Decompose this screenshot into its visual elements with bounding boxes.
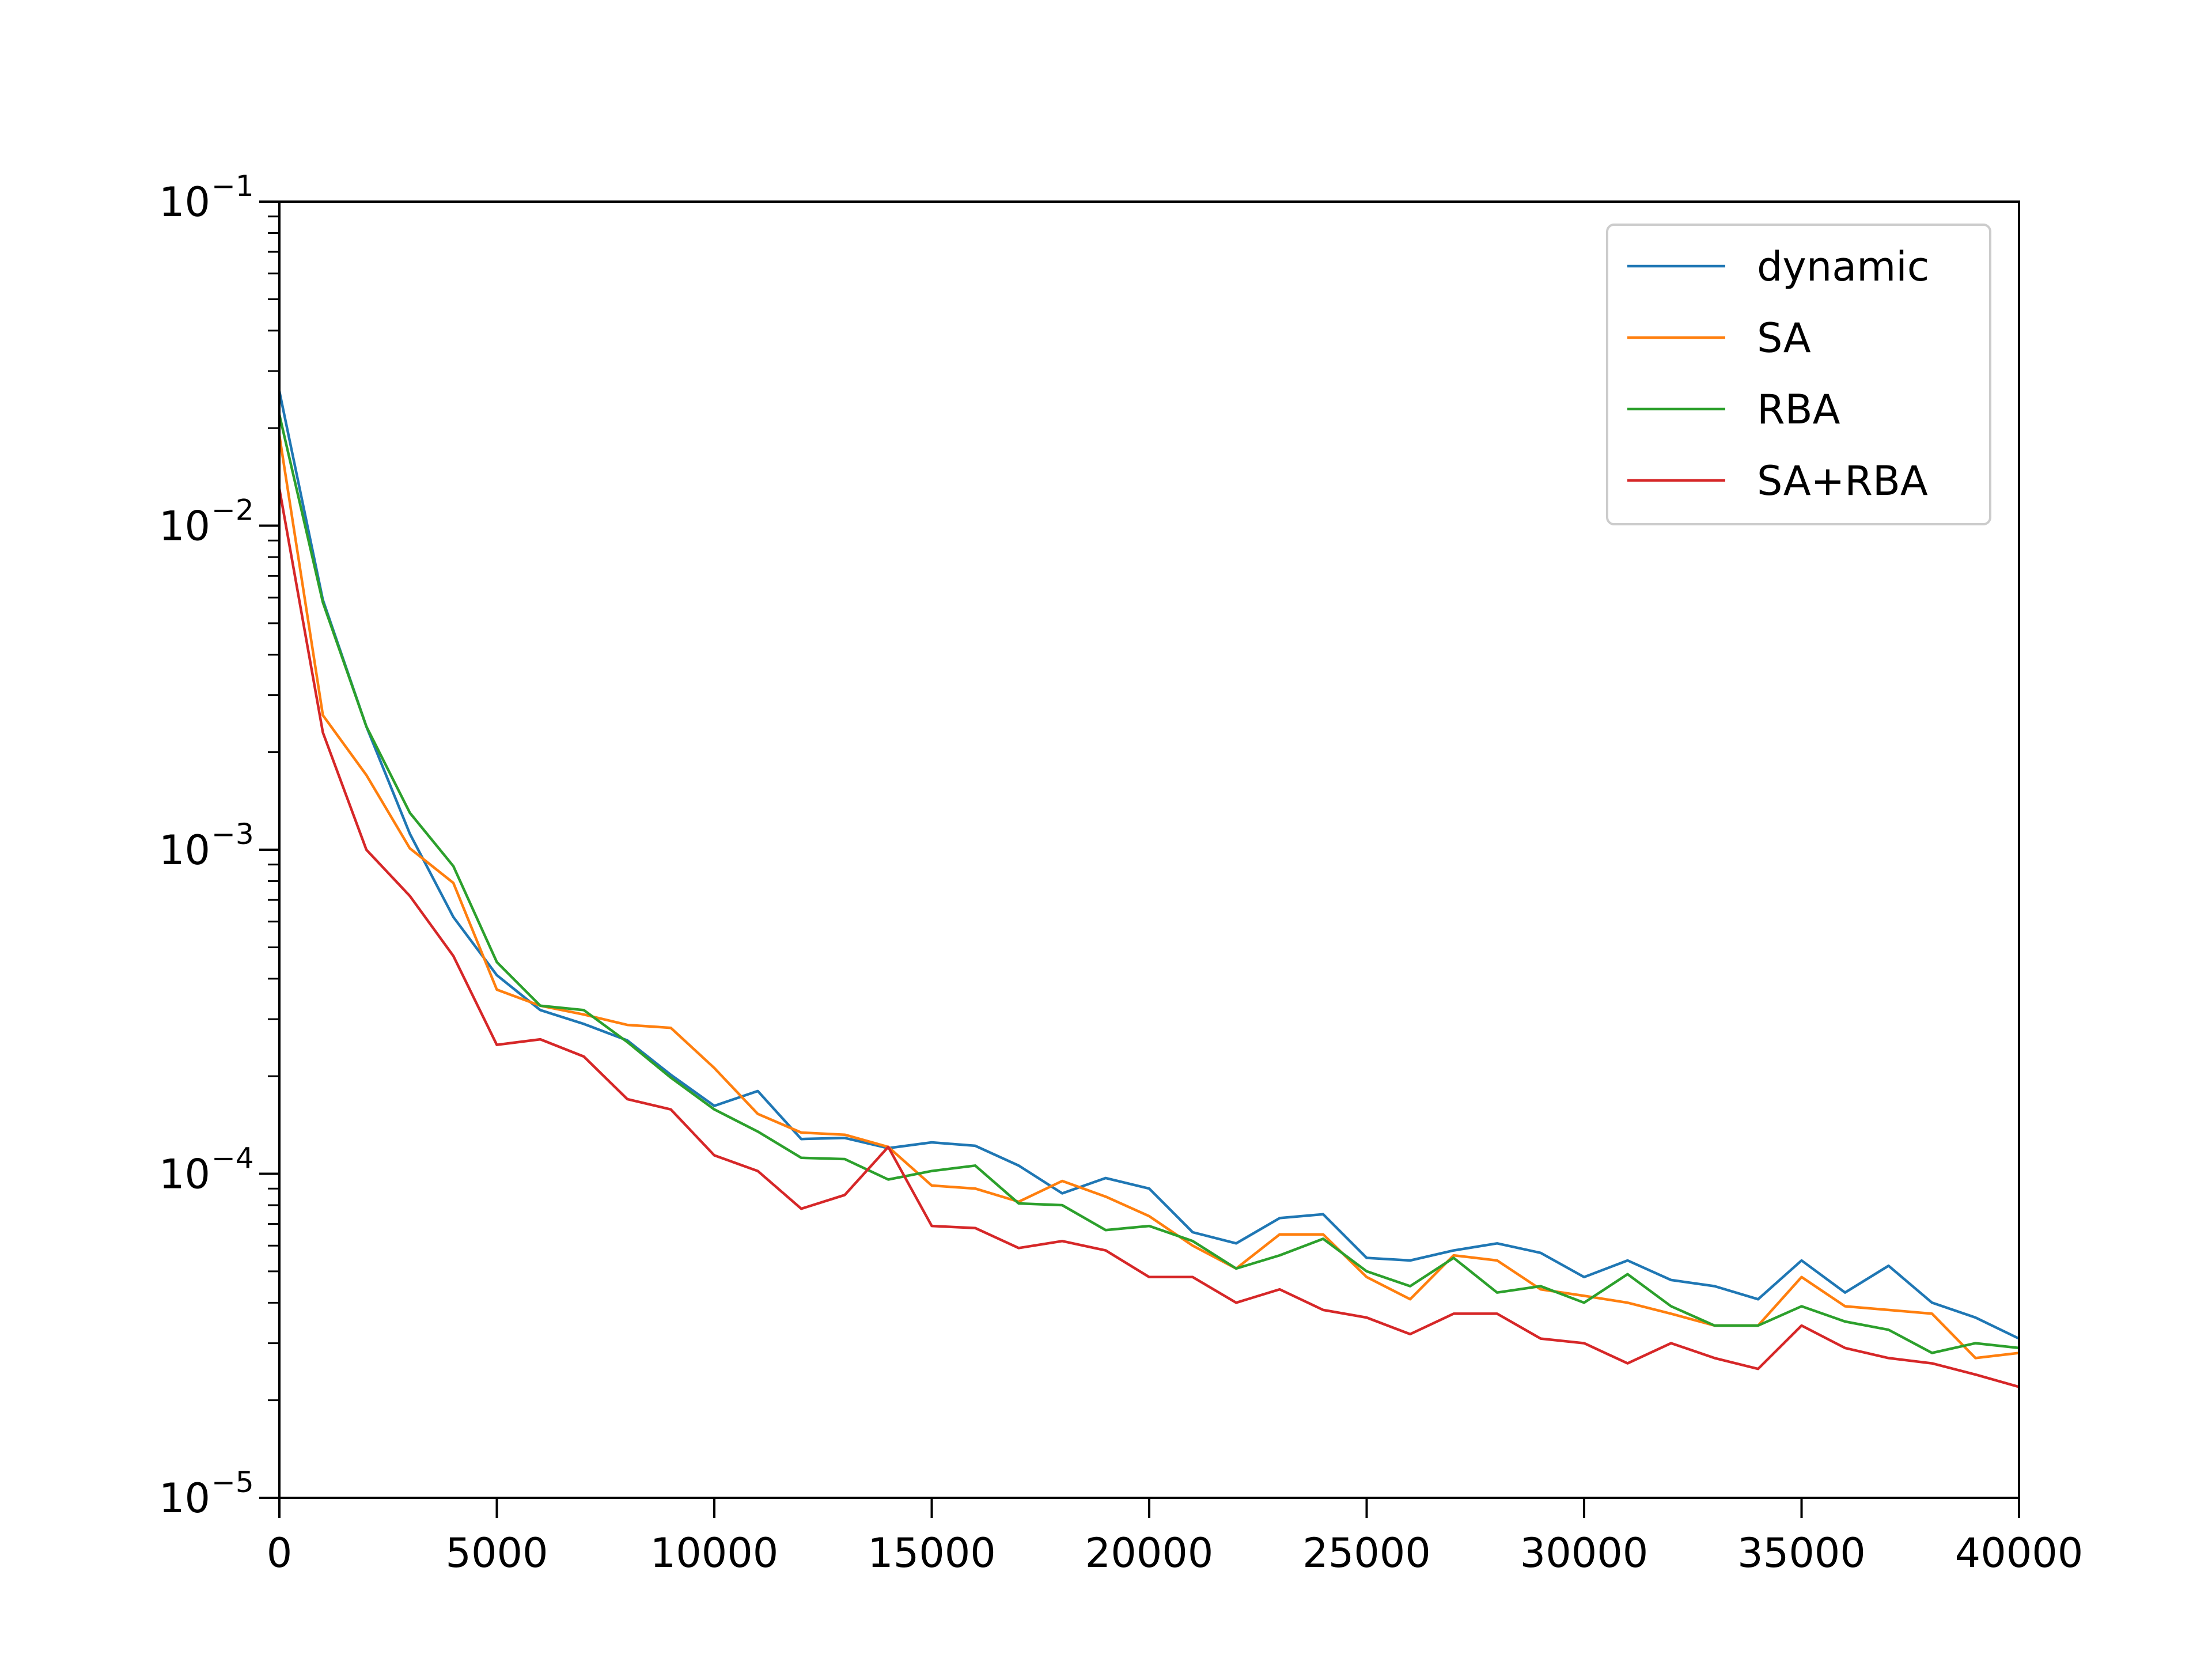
x-tick-label: 5000 [445, 1530, 548, 1577]
plot-frame [278, 200, 2020, 1499]
legend: dynamic SA RBA SA+RBA [1606, 224, 1991, 525]
legend-box [1606, 224, 1991, 525]
y-tick-label: 10 −5 [159, 1466, 254, 1522]
y-tick-label-exponent: −4 [211, 1142, 254, 1175]
y-axis: 10−510−410−310−210−1 [159, 169, 279, 1522]
y-tick-label-base: 10 [159, 827, 210, 874]
legend-label: RBA [1757, 386, 1840, 433]
series-line-dynamic [278, 391, 2020, 1340]
y-tick-label-exponent: −2 [211, 494, 254, 527]
x-tick-label: 20000 [1085, 1530, 1214, 1577]
y-tick-label-exponent: −3 [211, 817, 254, 851]
y-tick-label-base: 10 [159, 1151, 210, 1198]
x-tick-label: 30000 [1520, 1530, 1649, 1577]
y-tick-label-exponent: −5 [211, 1466, 254, 1499]
x-tick-label: 25000 [1302, 1530, 1431, 1577]
x-tick-label: 40000 [1955, 1530, 2084, 1577]
x-axis: 0 5000 10000 15000 20000 25000 30000 35000 40000 [267, 1498, 2084, 1577]
series-layer [278, 391, 2020, 1388]
x-tick-label: 15000 [868, 1530, 996, 1577]
y-tick-label-base: 10 [159, 1475, 210, 1522]
legend-label: SA+RBA [1757, 457, 1928, 505]
y-tick-label-base: 10 [159, 179, 210, 226]
y-tick-label-base: 10 [159, 503, 210, 550]
y-tick-label: 10 −2 [159, 494, 254, 550]
y-tick-label: 10 −3 [159, 817, 254, 874]
series-line-sa-rba [278, 489, 2020, 1388]
x-tick-label: 0 [267, 1530, 293, 1577]
legend-label: dynamic [1757, 243, 1929, 290]
series-line-rba [278, 414, 2020, 1354]
y-tick-label: 10 −1 [159, 169, 254, 226]
y-tick-label: 10 −4 [159, 1142, 254, 1198]
x-tick-label: 10000 [650, 1530, 779, 1577]
y-minor-ticks [268, 215, 279, 1402]
x-tick-label: 35000 [1737, 1530, 1866, 1577]
legend-label: SA [1757, 315, 1811, 362]
y-tick-label-exponent: −1 [211, 169, 254, 203]
